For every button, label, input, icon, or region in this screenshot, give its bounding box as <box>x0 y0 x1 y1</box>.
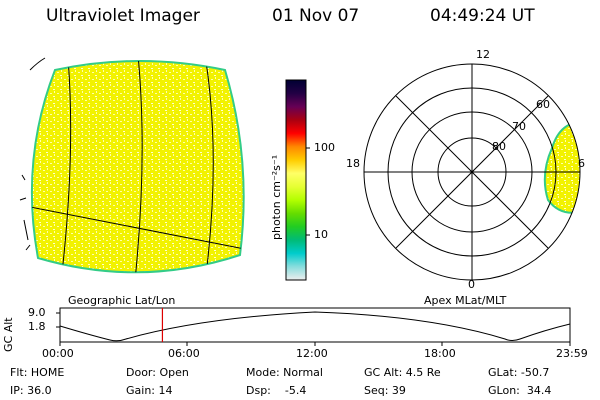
ip-status: IP: 36.0 <box>10 384 52 397</box>
seq-status: Seq: 39 <box>364 384 406 397</box>
filter-status: Flt: HOME <box>10 366 65 379</box>
lat-label-60: 60 <box>536 98 550 111</box>
mlt-label-6: 6 <box>578 157 585 170</box>
geographic-caption: Geographic Lat/Lon <box>68 294 176 307</box>
gc-alt-axis-label: GC Alt <box>2 317 15 352</box>
lat-label-80: 80 <box>492 140 506 153</box>
gain-status: Gain: 14 <box>126 384 173 397</box>
time-tick-2359: 23:59 <box>556 347 588 360</box>
mlt-label-18: 18 <box>346 157 360 170</box>
mode-status: Mode: Normal <box>246 366 323 379</box>
dsp-status: Dsp: -5.4 <box>246 384 307 397</box>
alt-tick-1-8: 1.8 <box>28 320 46 333</box>
lat-label-70: 70 <box>512 120 526 133</box>
coastline-fragments <box>19 174 31 251</box>
altitude-plot <box>56 307 571 346</box>
time-tick-0000: 00:00 <box>42 347 74 360</box>
door-status: Door: Open <box>126 366 189 379</box>
colorbar-tick-10: 10 <box>314 228 328 241</box>
time-tick-1200: 12:00 <box>296 347 328 360</box>
earth-disk <box>19 57 245 274</box>
glon-status: GLon: 34.4 <box>488 384 552 397</box>
polar-plot <box>363 63 581 281</box>
mlt-label-12: 12 <box>476 48 490 61</box>
instrument-title: Ultraviolet Imager <box>46 6 200 26</box>
observation-date: 01 Nov 07 <box>272 6 360 26</box>
alt-tick-9: 9.0 <box>28 306 46 319</box>
polar-caption: Apex MLat/MLT <box>424 294 507 307</box>
colorbar <box>285 79 310 281</box>
time-tick-1800: 18:00 <box>424 347 456 360</box>
mlt-label-0: 0 <box>468 278 475 291</box>
gc-alt-status: GC Alt: 4.5 Re <box>364 366 441 379</box>
observation-time: 04:49:24 UT <box>430 6 535 26</box>
colorbar-unit-label: photon cm⁻²s⁻¹ <box>270 154 283 240</box>
colorbar-tick-100: 100 <box>314 141 335 154</box>
glat-status: GLat: -50.7 <box>488 366 550 379</box>
time-tick-0600: 06:00 <box>168 347 200 360</box>
altitude-curve <box>59 311 571 342</box>
geographic-grid <box>31 61 244 273</box>
